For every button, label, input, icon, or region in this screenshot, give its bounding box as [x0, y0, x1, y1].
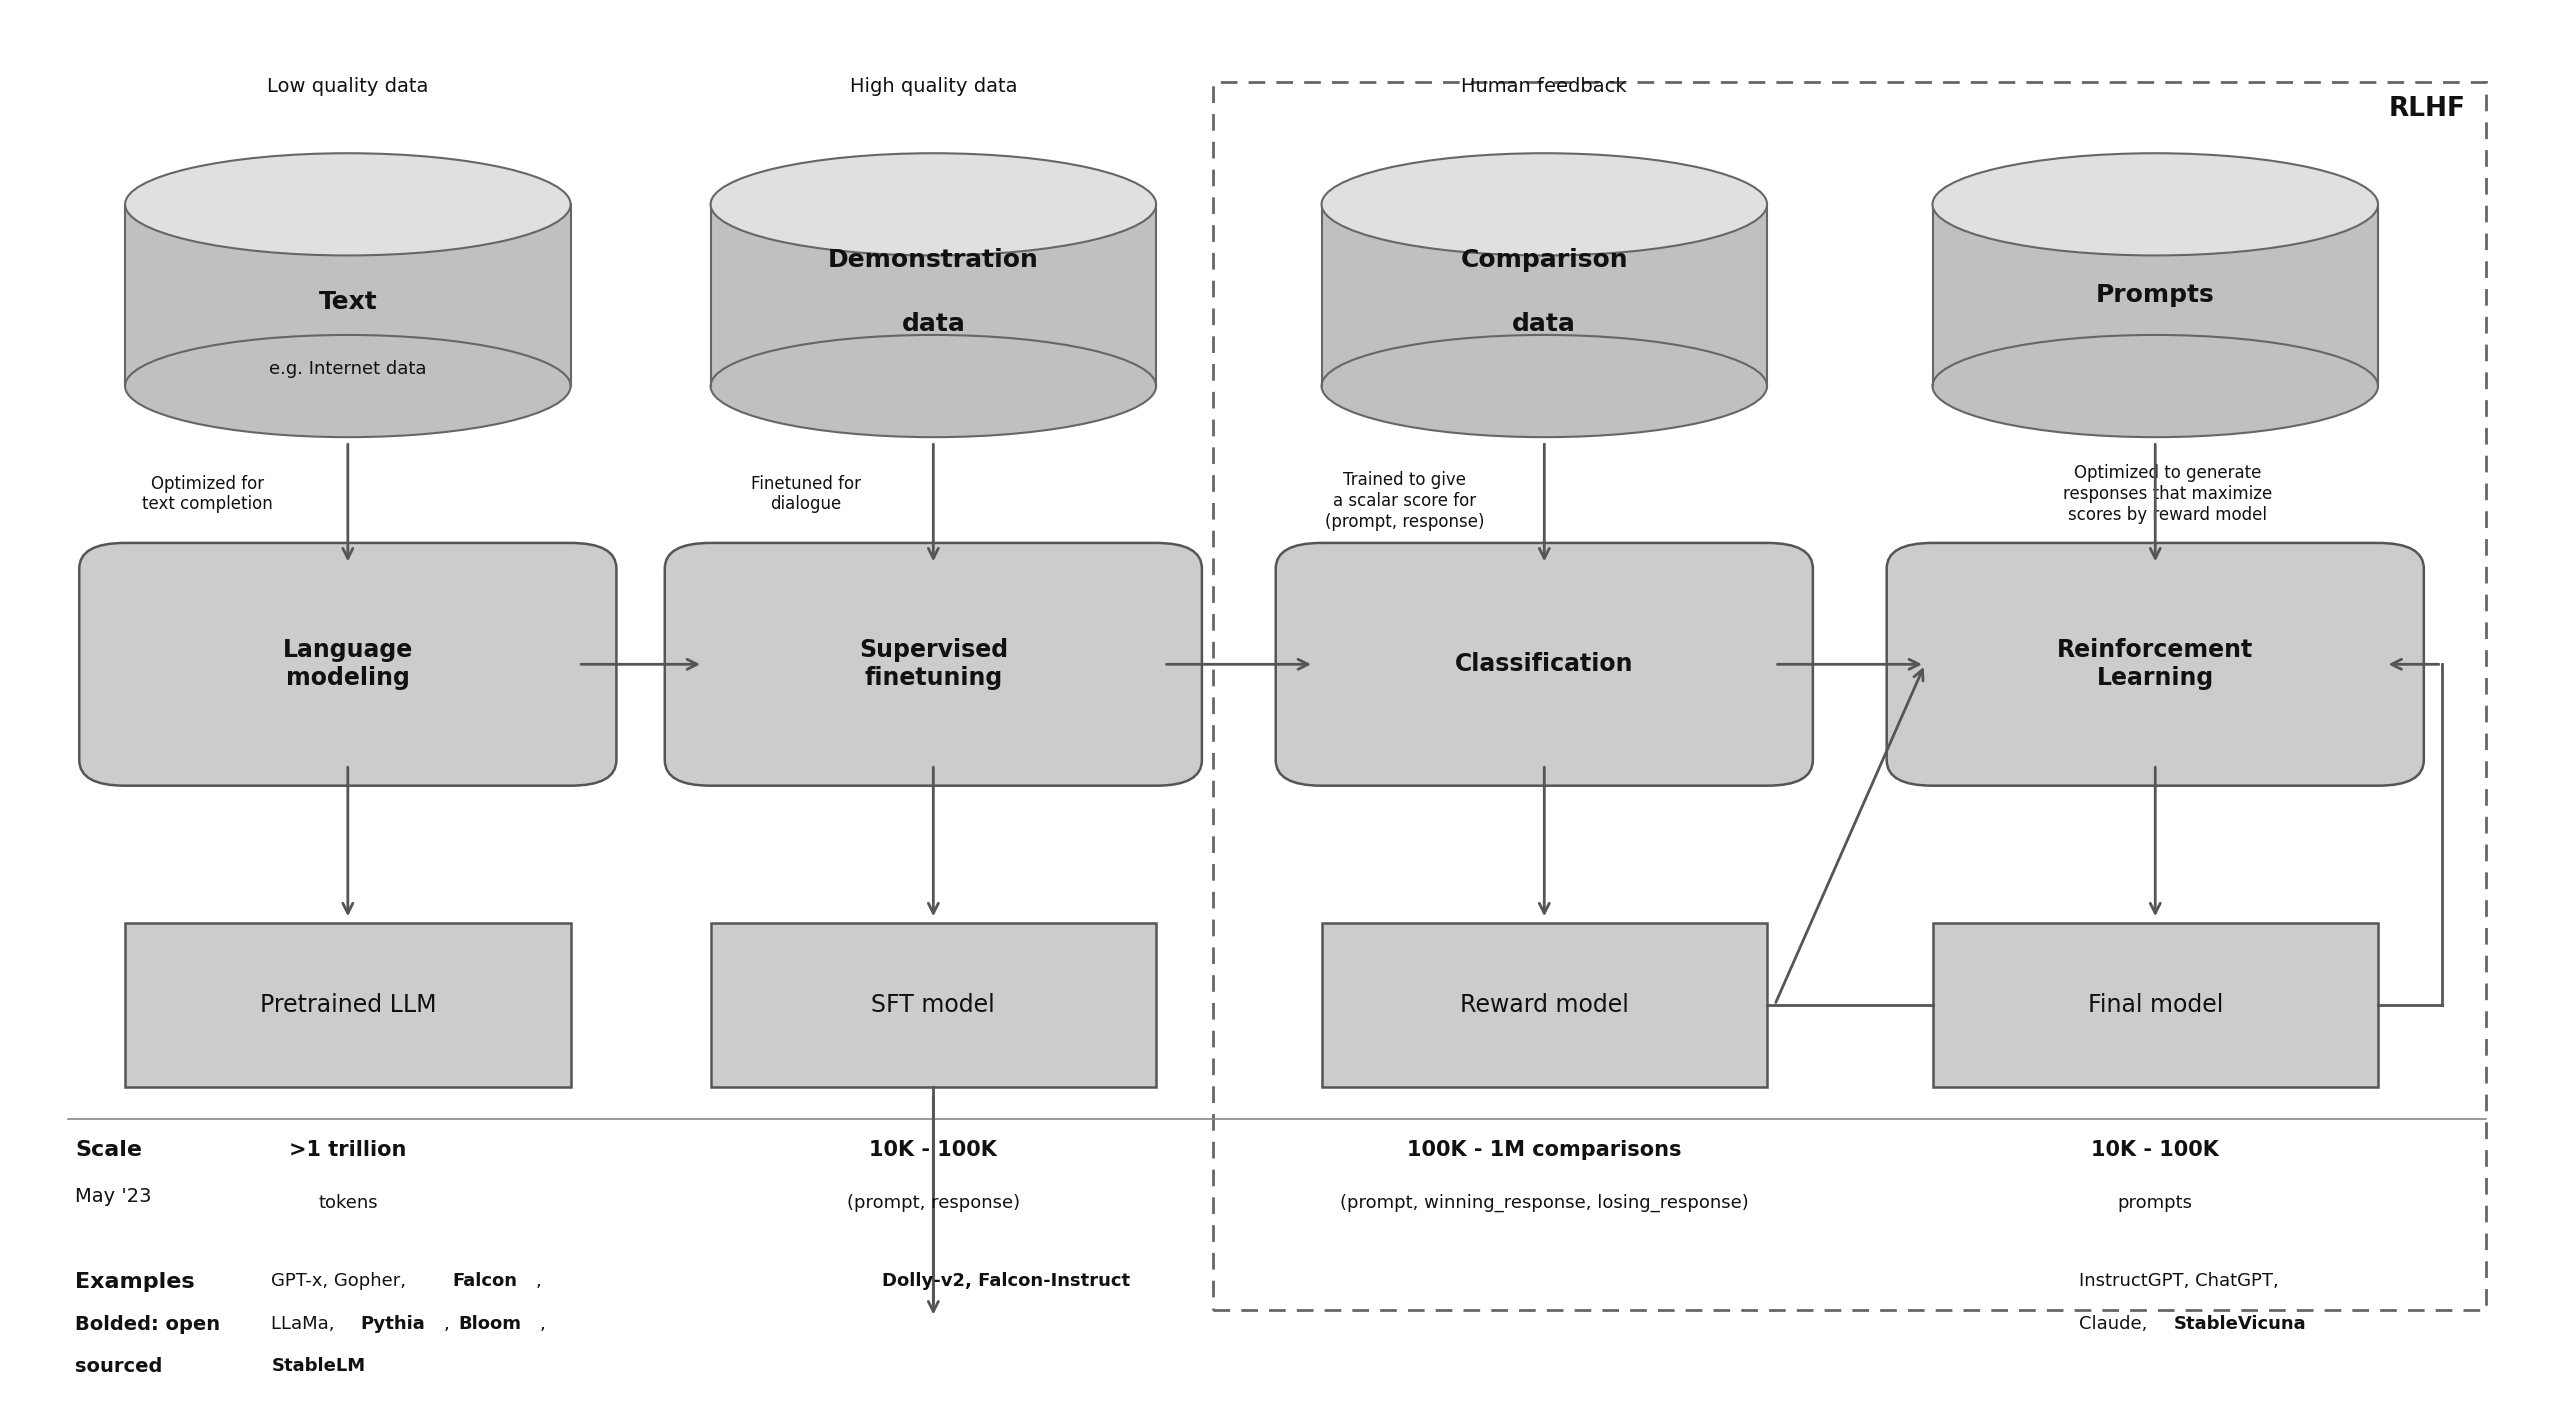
Text: Pretrained LLM: Pretrained LLM — [261, 992, 437, 1017]
Text: e.g. Internet data: e.g. Internet data — [268, 360, 427, 378]
Text: SFT model: SFT model — [871, 992, 996, 1017]
Text: High quality data: High quality data — [850, 77, 1016, 97]
Text: Bloom: Bloom — [460, 1315, 521, 1332]
Bar — [125, 924, 570, 1087]
Text: Trained to give
a scalar score for
(prompt, response): Trained to give a scalar score for (prom… — [1326, 471, 1484, 531]
FancyBboxPatch shape — [1887, 543, 2424, 785]
Text: Dolly-v2, Falcon-Instruct: Dolly-v2, Falcon-Instruct — [884, 1272, 1131, 1289]
Ellipse shape — [1320, 153, 1767, 256]
Text: Text: Text — [319, 290, 378, 314]
Text: 10K - 100K: 10K - 100K — [2092, 1140, 2219, 1160]
Text: StableVicuna: StableVicuna — [2173, 1315, 2306, 1332]
Text: Demonstration: Demonstration — [827, 247, 1039, 271]
Text: Reinforcement
Learning: Reinforcement Learning — [2056, 638, 2253, 690]
Text: Claude,: Claude, — [2079, 1315, 2153, 1332]
Text: ,: , — [444, 1315, 455, 1332]
FancyBboxPatch shape — [1277, 543, 1813, 785]
Text: Finetuned for
dialogue: Finetuned for dialogue — [751, 474, 861, 513]
Bar — [710, 204, 1157, 386]
Text: Final model: Final model — [2087, 992, 2222, 1017]
Bar — [125, 204, 570, 386]
Text: Low quality data: Low quality data — [268, 77, 429, 97]
Text: Supervised
finetuning: Supervised finetuning — [858, 638, 1009, 690]
Text: tokens: tokens — [319, 1194, 378, 1212]
Text: GPT-x, Gopher,: GPT-x, Gopher, — [271, 1272, 411, 1289]
Text: Bolded: open: Bolded: open — [77, 1315, 220, 1334]
Text: (prompt, winning_response, losing_response): (prompt, winning_response, losing_respon… — [1341, 1194, 1749, 1212]
Bar — [1213, 83, 2485, 1311]
Text: Language
modeling: Language modeling — [283, 638, 414, 690]
Text: Scale: Scale — [77, 1140, 143, 1160]
Text: Falcon: Falcon — [452, 1272, 518, 1289]
Text: RLHF: RLHF — [2388, 97, 2465, 123]
FancyBboxPatch shape — [664, 543, 1203, 785]
Text: 10K - 100K: 10K - 100K — [868, 1140, 996, 1160]
Bar — [1933, 204, 2378, 386]
Text: (prompt, response): (prompt, response) — [848, 1194, 1019, 1212]
Bar — [1933, 924, 2378, 1087]
Text: Reward model: Reward model — [1461, 992, 1629, 1017]
Text: StableLM: StableLM — [271, 1357, 365, 1375]
Ellipse shape — [1320, 336, 1767, 437]
Text: Examples: Examples — [77, 1272, 194, 1292]
Text: Pythia: Pythia — [360, 1315, 427, 1332]
Text: data: data — [1512, 311, 1576, 336]
Text: sourced: sourced — [77, 1357, 163, 1377]
Text: May '23: May '23 — [77, 1187, 151, 1205]
Text: ,: , — [536, 1272, 541, 1289]
Text: Classification: Classification — [1456, 653, 1635, 677]
Text: >1 trillion: >1 trillion — [289, 1140, 406, 1160]
Text: data: data — [902, 311, 965, 336]
Text: LLaMa,: LLaMa, — [271, 1315, 340, 1332]
Text: Optimized for
text completion: Optimized for text completion — [143, 474, 273, 513]
Ellipse shape — [125, 153, 570, 256]
Text: Prompts: Prompts — [2097, 283, 2214, 307]
FancyBboxPatch shape — [79, 543, 616, 785]
Text: Human feedback: Human feedback — [1461, 77, 1627, 97]
Bar — [1320, 924, 1767, 1087]
Ellipse shape — [710, 336, 1157, 437]
Text: Comparison: Comparison — [1461, 247, 1627, 271]
Bar — [1320, 204, 1767, 386]
Text: InstructGPT, ChatGPT,: InstructGPT, ChatGPT, — [2079, 1272, 2278, 1289]
Text: 100K - 1M comparisons: 100K - 1M comparisons — [1407, 1140, 1681, 1160]
Text: ,: , — [539, 1315, 547, 1332]
Ellipse shape — [710, 153, 1157, 256]
Text: Optimized to generate
responses that maximize
scores by reward model: Optimized to generate responses that max… — [2064, 464, 2273, 524]
Ellipse shape — [125, 336, 570, 437]
Ellipse shape — [1933, 336, 2378, 437]
Bar — [710, 924, 1157, 1087]
Ellipse shape — [1933, 153, 2378, 256]
Text: prompts: prompts — [2117, 1194, 2194, 1212]
